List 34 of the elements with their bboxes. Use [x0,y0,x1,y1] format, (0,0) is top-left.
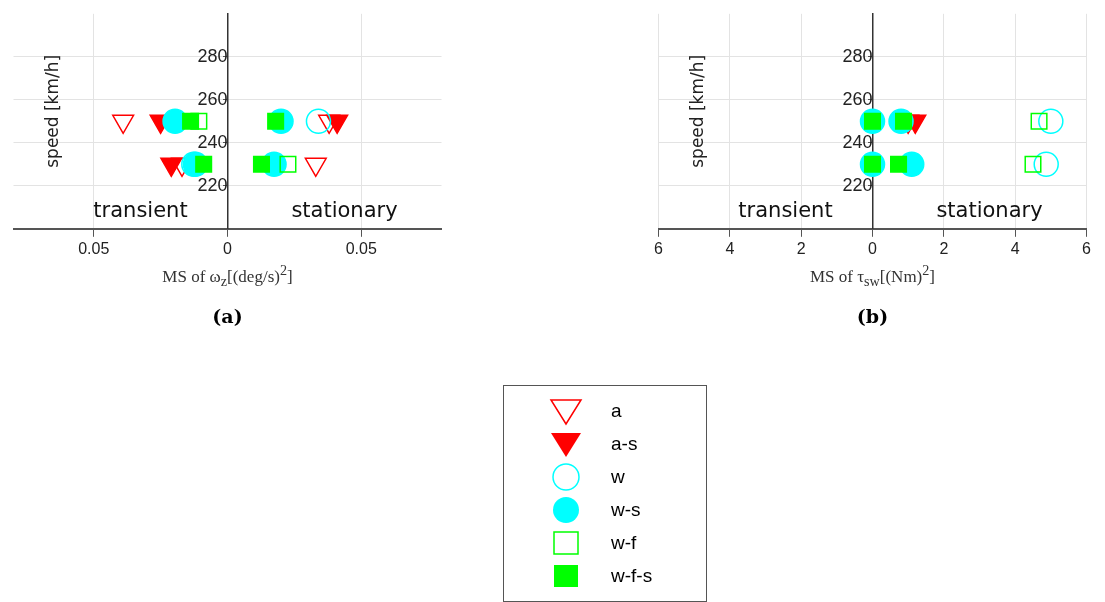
legend-label: w-f [611,531,637,554]
legend-label: a [611,399,622,422]
y-tick-label: 280 [842,45,873,66]
legend-label: w-s [611,498,641,521]
legend-label: a-s [611,432,638,455]
y-tick-label: 260 [842,88,873,109]
text: (b) [855,305,890,327]
x-tick-label: 0 [223,239,233,257]
x-tick-label: 4 [725,239,735,257]
x-tick-label: 0.05 [345,239,377,257]
legend-label: w [611,465,625,488]
text: (a) [211,305,244,327]
x-axis-title: MS of ω$_{z}$[(deg/s)$^{2}$] [161,262,294,291]
x-tick-label: 6 [1082,239,1092,257]
y-tick-label: 240 [197,131,228,152]
annotation: transient [93,197,188,222]
legend-label: w-f-s [611,564,653,587]
y-tick-label: 240 [842,131,873,152]
y-axis-title: speed [km/h] [686,54,707,168]
x-tick-label: 6 [654,239,664,257]
x-tick-label: 0 [868,239,878,257]
annotation: stationary [936,197,1043,222]
x-tick-label: 0.05 [78,239,110,257]
y-tick-label: 220 [197,174,228,195]
x-tick-label: 2 [939,239,949,257]
annotation: transient [738,197,833,222]
annotation: stationary [291,197,398,222]
y-tick-label: 260 [197,88,228,109]
y-tick-label: 280 [197,45,228,66]
x-axis-title: MS of τ$_{sw}$[(Nm)$^{2}$] [808,262,936,291]
y-axis-title: speed [km/h] [41,54,62,168]
x-tick-label: 4 [1010,239,1020,257]
x-tick-label: 2 [796,239,806,257]
y-tick-label: 220 [842,174,873,195]
